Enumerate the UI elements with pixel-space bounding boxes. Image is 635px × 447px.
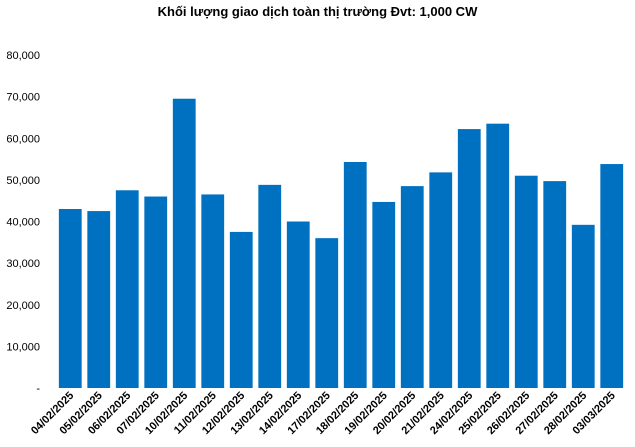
- bar: [486, 123, 510, 389]
- bar: [58, 209, 82, 388]
- bar: [286, 221, 310, 388]
- bar: [372, 201, 396, 388]
- bar: [87, 211, 111, 388]
- x-axis: 04/02/202505/02/202506/02/202507/02/2025…: [29, 390, 618, 437]
- y-tick-label: 10,000: [6, 341, 40, 353]
- bar-series: [58, 98, 624, 389]
- bar: [144, 196, 168, 388]
- y-tick-label: -: [36, 383, 40, 395]
- bar: [600, 164, 624, 388]
- bar: [315, 238, 339, 388]
- bar: [229, 231, 253, 388]
- bar: [172, 98, 196, 389]
- chart-title: Khối lượng giao dịch toàn thị trường Đvt…: [157, 4, 478, 19]
- y-tick-label: 60,000: [6, 133, 40, 145]
- bar: [429, 172, 453, 388]
- y-tick-label: 20,000: [6, 300, 40, 312]
- bar: [400, 186, 424, 388]
- bar: [514, 175, 538, 388]
- y-tick-label: 30,000: [6, 258, 40, 270]
- bar: [543, 181, 567, 388]
- bar: [457, 129, 481, 388]
- bar: [115, 190, 139, 388]
- y-tick-label: 50,000: [6, 175, 40, 187]
- y-axis: - 10,000 20,000 30,000 40,000 50,000 60,000 70,…: [6, 50, 40, 395]
- y-tick-label: 80,000: [6, 50, 40, 62]
- bar: [201, 194, 225, 388]
- bar: [343, 161, 367, 388]
- y-tick-label: 70,000: [6, 92, 40, 104]
- y-tick-label: 40,000: [6, 217, 40, 229]
- bar: [258, 184, 282, 388]
- bar: [571, 224, 595, 388]
